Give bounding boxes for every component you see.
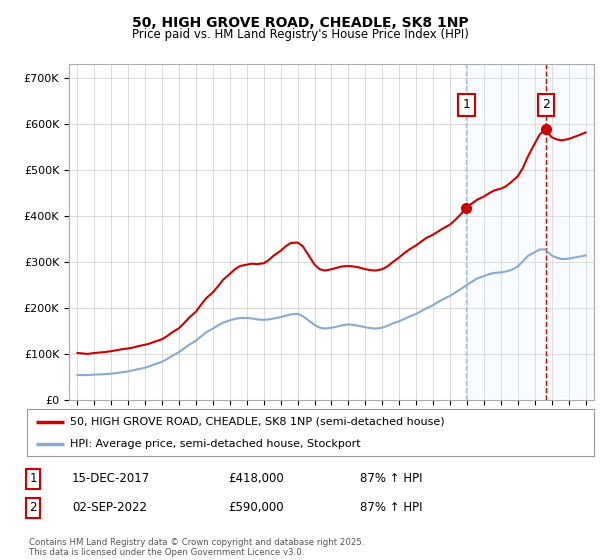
Text: £418,000: £418,000 bbox=[228, 472, 284, 486]
Text: 50, HIGH GROVE ROAD, CHEADLE, SK8 1NP: 50, HIGH GROVE ROAD, CHEADLE, SK8 1NP bbox=[131, 16, 469, 30]
Text: 2: 2 bbox=[542, 98, 550, 111]
Text: 87% ↑ HPI: 87% ↑ HPI bbox=[360, 501, 422, 515]
Text: Contains HM Land Registry data © Crown copyright and database right 2025.
This d: Contains HM Land Registry data © Crown c… bbox=[29, 538, 364, 557]
Bar bbox=[466, 64, 594, 400]
Text: 1: 1 bbox=[29, 472, 37, 486]
Text: Price paid vs. HM Land Registry's House Price Index (HPI): Price paid vs. HM Land Registry's House … bbox=[131, 28, 469, 41]
Text: 87% ↑ HPI: 87% ↑ HPI bbox=[360, 472, 422, 486]
Text: 2: 2 bbox=[29, 501, 37, 515]
Text: HPI: Average price, semi-detached house, Stockport: HPI: Average price, semi-detached house,… bbox=[70, 438, 360, 449]
Text: 50, HIGH GROVE ROAD, CHEADLE, SK8 1NP (semi-detached house): 50, HIGH GROVE ROAD, CHEADLE, SK8 1NP (s… bbox=[70, 417, 444, 427]
Text: 1: 1 bbox=[463, 98, 470, 111]
Text: 15-DEC-2017: 15-DEC-2017 bbox=[72, 472, 150, 486]
Text: 02-SEP-2022: 02-SEP-2022 bbox=[72, 501, 147, 515]
Text: £590,000: £590,000 bbox=[228, 501, 284, 515]
